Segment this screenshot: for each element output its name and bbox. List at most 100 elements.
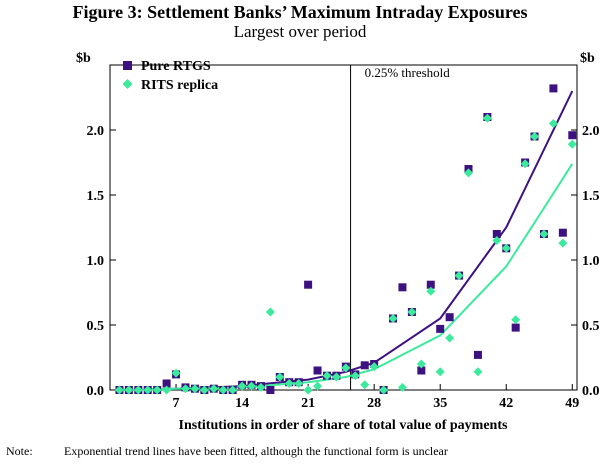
y-tick-label-left: 0.5 [87,319,105,334]
point-rits-replica [133,385,143,395]
point-rits-replica [313,381,323,391]
point-pure-rtgs [426,280,435,289]
point-rits-replica [247,381,257,391]
trend-line-pure-rtgs [119,90,574,391]
x-tick-label: 7 [173,396,180,411]
note-label: Note: [6,444,33,458]
y-tick-label-left: 1.5 [87,189,105,204]
y-axis-unit-right: $b [580,51,595,66]
point-rits-replica [539,229,549,239]
point-rits-replica [558,238,568,248]
threshold-label: 0.25% threshold [365,65,451,80]
point-rits-replica [284,379,294,388]
legend-label-rits-replica: RITS replica [141,78,218,93]
point-pure-rtgs [558,228,567,237]
point-pure-rtgs [511,323,520,332]
point-rits-replica [124,385,134,395]
point-pure-rtgs [360,361,369,370]
y-tick-label-right: 0.0 [582,384,600,399]
point-rits-replica [388,314,398,323]
point-pure-rtgs [473,350,482,359]
point-rits-replica [379,385,389,395]
point-rits-replica [426,286,436,296]
point-rits-replica [180,384,190,394]
point-pure-rtgs [445,313,454,322]
y-tick-label-right: 1.5 [582,189,600,204]
point-rits-replica [341,363,351,373]
trend-lines [119,90,574,391]
legend-marker-pure-rtgs [123,61,132,70]
point-rits-replica [416,359,426,369]
point-rits-replica [492,236,502,245]
point-rits-replica [190,384,200,394]
x-axis-label: Institutions in order of share of total … [179,418,508,433]
point-rits-replica [501,243,511,253]
point-rits-replica [209,384,219,394]
y-tick-label-right: 2.0 [582,124,600,139]
point-rits-replica [369,362,379,372]
point-rits-replica [152,385,162,395]
axis-ticks: 0.0 0.0 0.5 0.5 1.0 1.0 1.5 1.5 2.0 2.0 7 14 21 28 35 4… [87,124,600,411]
point-rits-replica [162,385,172,395]
x-tick-label: 14 [235,396,249,411]
point-pure-rtgs [568,131,577,140]
y-tick-label-right: 1.0 [582,254,600,269]
point-pure-rtgs [417,366,426,375]
point-rits-replica [473,367,483,377]
point-rits-replica [567,139,577,149]
x-tick-label: 42 [499,396,513,411]
point-rits-replica [407,307,417,317]
point-rits-replica [360,380,370,390]
y-tick-label-left: 2.0 [87,124,105,139]
point-rits-replica [511,315,521,325]
x-tick-label: 28 [367,396,381,411]
plot-frame [109,64,578,391]
point-rits-replica [530,132,540,141]
point-rits-replica [275,372,285,382]
point-rits-replica [331,372,341,382]
chart-subtitle: Largest over period [233,22,367,41]
point-rits-replica [303,385,313,395]
point-rits-replica [199,385,209,395]
data-points [114,84,577,395]
point-rits-replica [114,385,124,395]
point-pure-rtgs [436,324,445,333]
point-rits-replica [548,119,558,128]
point-pure-rtgs [162,379,171,388]
point-rits-replica [171,368,181,378]
legend: Pure RTGS RITS replica [122,59,218,93]
trend-line-rits-replica [119,163,574,391]
point-pure-rtgs [492,230,501,238]
point-pure-rtgs [398,283,407,292]
point-rits-replica [397,382,407,392]
x-tick-label: 21 [301,396,315,411]
y-tick-label-right: 0.5 [582,319,600,334]
point-pure-rtgs [549,84,558,93]
point-rits-replica [464,168,474,178]
point-rits-replica [454,271,464,281]
point-rits-replica [218,385,228,395]
legend-label-pure-rtgs: Pure RTGS [141,59,211,74]
point-pure-rtgs [266,386,275,394]
y-tick-label-left: 1.0 [87,254,105,269]
point-rits-replica [350,371,360,381]
point-rits-replica [322,371,332,381]
point-rits-replica [237,381,247,391]
y-axis-unit-left: $b [76,51,91,66]
point-rits-replica [143,385,153,395]
point-rits-replica [520,159,530,169]
point-rits-replica [265,307,275,317]
note: Note: Exponential trend lines have been f… [6,444,596,459]
chart-title: Figure 3: Settlement Banks’ Maximum Intr… [72,2,528,22]
y-tick-label-left: 0.0 [87,384,105,399]
note-text: Exponential trend lines have been fitted… [64,444,448,458]
point-pure-rtgs [313,366,322,375]
point-pure-rtgs [304,280,313,289]
point-rits-replica [445,333,455,343]
legend-marker-rits-replica [122,79,133,89]
point-rits-replica [294,379,304,388]
point-rits-replica [482,113,492,123]
x-tick-label: 35 [433,396,447,411]
point-rits-replica [435,367,445,377]
